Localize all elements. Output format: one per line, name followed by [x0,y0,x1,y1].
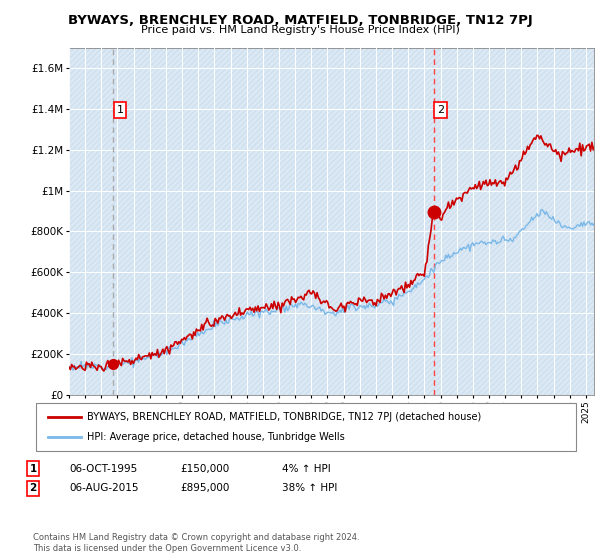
Text: HPI: Average price, detached house, Tunbridge Wells: HPI: Average price, detached house, Tunb… [87,432,345,442]
Text: 1: 1 [116,105,124,115]
Text: BYWAYS, BRENCHLEY ROAD, MATFIELD, TONBRIDGE, TN12 7PJ (detached house): BYWAYS, BRENCHLEY ROAD, MATFIELD, TONBRI… [87,412,481,422]
Text: Contains HM Land Registry data © Crown copyright and database right 2024.
This d: Contains HM Land Registry data © Crown c… [33,533,359,553]
Text: 2: 2 [29,483,37,493]
Text: £150,000: £150,000 [180,464,229,474]
Text: 4% ↑ HPI: 4% ↑ HPI [282,464,331,474]
Text: 06-OCT-1995: 06-OCT-1995 [69,464,137,474]
Text: 2: 2 [437,105,444,115]
Text: £895,000: £895,000 [180,483,229,493]
Text: 06-AUG-2015: 06-AUG-2015 [69,483,139,493]
Text: 38% ↑ HPI: 38% ↑ HPI [282,483,337,493]
Text: Price paid vs. HM Land Registry's House Price Index (HPI): Price paid vs. HM Land Registry's House … [140,25,460,35]
Text: BYWAYS, BRENCHLEY ROAD, MATFIELD, TONBRIDGE, TN12 7PJ: BYWAYS, BRENCHLEY ROAD, MATFIELD, TONBRI… [68,14,532,27]
Text: 1: 1 [29,464,37,474]
